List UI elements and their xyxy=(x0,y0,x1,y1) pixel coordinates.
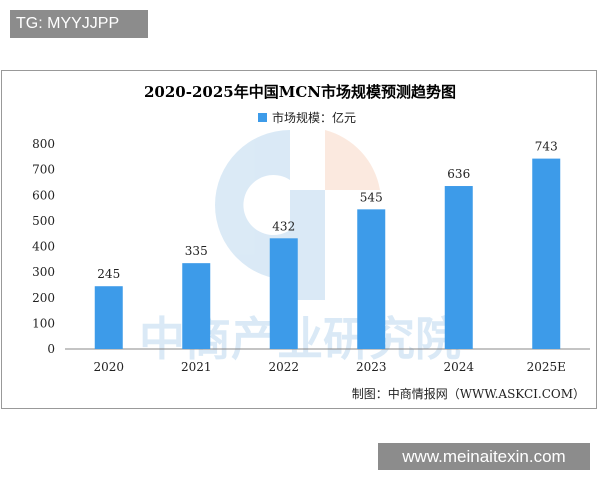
y-tick-label: 0 xyxy=(47,342,55,356)
bar xyxy=(532,158,561,349)
top-left-tag: TG: MYYJJPP xyxy=(10,10,148,38)
bar xyxy=(269,238,298,349)
data-label: 335 xyxy=(185,244,208,258)
watermark-logo: 中商产业研究院 xyxy=(139,130,461,366)
x-tick-label: 2025E xyxy=(527,360,566,374)
data-label: 432 xyxy=(272,219,295,233)
y-tick-label: 100 xyxy=(32,316,55,330)
legend-label: 市场规模：亿元 xyxy=(272,110,356,125)
y-tick-label: 700 xyxy=(32,163,55,177)
x-tick-label: 2023 xyxy=(356,360,387,374)
y-tick-label: 400 xyxy=(32,240,55,254)
x-tick-label: 2020 xyxy=(93,360,124,374)
bar xyxy=(94,286,123,349)
x-tick-label: 2022 xyxy=(268,360,299,374)
data-label: 636 xyxy=(447,167,470,181)
chart-title: 2020-2025年中国MCN市场规模预测趋势图 xyxy=(144,83,456,101)
bar xyxy=(182,263,211,349)
bar xyxy=(444,186,473,349)
y-tick-label: 200 xyxy=(32,291,55,305)
x-tick-label: 2024 xyxy=(443,360,474,374)
x-tick-label: 2021 xyxy=(181,360,212,374)
y-tick-label: 600 xyxy=(32,188,55,202)
y-tick-label: 500 xyxy=(32,214,55,228)
bar xyxy=(357,209,386,349)
data-label: 245 xyxy=(97,267,120,281)
source-note: 制图：中商情报网（WWW.ASKCI.COM） xyxy=(352,386,585,401)
y-tick-label: 300 xyxy=(32,265,55,279)
chart-frame xyxy=(1,70,597,409)
data-label: 545 xyxy=(360,190,383,204)
data-label: 743 xyxy=(535,140,558,154)
bottom-right-tag: www.meinaitexin.com xyxy=(378,443,590,470)
legend-swatch xyxy=(258,113,267,122)
y-tick-label: 800 xyxy=(32,137,55,151)
